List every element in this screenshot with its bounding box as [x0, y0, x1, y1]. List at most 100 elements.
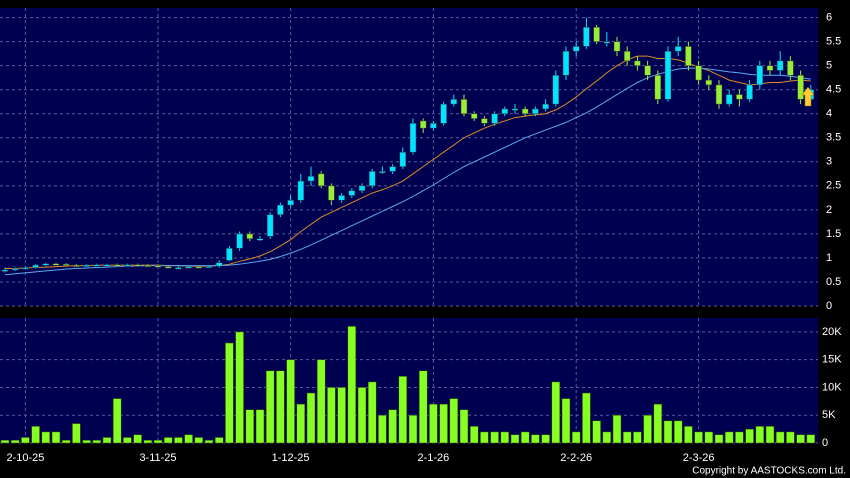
x-tick-label: 1-12-25 — [272, 452, 310, 464]
volume-bar — [316, 359, 326, 444]
volume-bar — [520, 431, 530, 444]
volume-bar — [378, 414, 387, 444]
volume-tick-label: 0 — [822, 437, 828, 449]
candle-body — [746, 84, 753, 100]
candle-body — [368, 171, 376, 187]
candle-body — [175, 267, 182, 270]
candle-body — [379, 171, 386, 174]
volume-bar — [429, 403, 438, 444]
volume-bar — [367, 381, 377, 444]
volume-bar — [184, 434, 193, 444]
volume-bar — [622, 431, 632, 444]
volume-bar — [51, 431, 61, 444]
candle-body — [52, 263, 60, 266]
volume-bar — [123, 437, 132, 444]
candle-body — [572, 46, 580, 52]
candle-body — [195, 266, 203, 269]
volume-bar — [592, 420, 601, 444]
volume-bar — [796, 434, 805, 444]
candle-body — [205, 265, 213, 268]
volume-bar — [439, 403, 448, 444]
candle-body — [297, 180, 305, 201]
volume-bar — [459, 409, 469, 444]
candle-body — [144, 264, 152, 267]
candle-body — [103, 264, 111, 267]
y-tick-label: 1.5 — [826, 228, 841, 240]
candle-body — [511, 108, 519, 111]
volume-bar — [92, 439, 102, 444]
candle-body — [470, 113, 478, 119]
volume-bar — [735, 431, 744, 444]
volume-bar — [194, 437, 204, 444]
x-tick-label: 2-1-26 — [418, 452, 450, 464]
volume-tick-label: 5K — [822, 409, 836, 421]
volume-bar — [296, 403, 306, 444]
candle-body — [756, 65, 764, 86]
volume-bar — [286, 359, 295, 444]
volume-bar — [235, 331, 244, 444]
volume-bar — [204, 439, 214, 444]
volume-bar — [561, 398, 571, 444]
volume-bar — [418, 370, 428, 444]
x-tick-label: 2-3-26 — [683, 452, 715, 464]
candle-body — [501, 108, 509, 114]
volume-bar — [806, 434, 816, 444]
volume-bar — [490, 431, 499, 444]
volume-bar — [388, 409, 397, 444]
volume-bar — [469, 426, 479, 444]
volume-bar — [724, 431, 734, 444]
y-tick-label: 4 — [826, 108, 832, 120]
candle-body — [664, 51, 672, 100]
y-tick-label: 2.5 — [826, 180, 841, 192]
volume-bar — [694, 431, 703, 444]
candle-body — [338, 195, 345, 201]
candle-body — [277, 204, 284, 215]
candle-body — [623, 51, 631, 62]
candle-body — [725, 94, 733, 105]
volume-tick-label: 10K — [822, 381, 842, 393]
volume-bar — [643, 414, 652, 444]
volume-bar — [408, 414, 418, 444]
volume-bar — [745, 428, 754, 444]
candle-body — [603, 41, 611, 44]
volume-bar — [663, 420, 673, 444]
candle-body — [215, 262, 223, 267]
candle-body — [419, 120, 427, 129]
candle-body — [562, 51, 570, 76]
volume-bar — [571, 431, 581, 444]
candle-body — [266, 214, 274, 237]
arrow-icon — [801, 86, 815, 107]
y-tick-label: 0 — [826, 300, 832, 312]
volume-bar — [765, 426, 775, 444]
candle-body — [736, 94, 743, 100]
volume-bar — [347, 326, 357, 444]
volume-bar — [41, 431, 51, 444]
volume-bar — [306, 392, 316, 444]
candle-body — [317, 173, 325, 187]
y-tick-label: 1 — [826, 252, 832, 264]
volume-bar — [163, 437, 173, 444]
y-tick-label: 5.5 — [826, 36, 841, 48]
volume-bar — [398, 376, 408, 444]
candle-body — [674, 46, 682, 52]
volume-bar — [510, 434, 520, 444]
volume-bar — [714, 434, 724, 444]
candle-body — [42, 263, 50, 266]
candle-body — [154, 265, 162, 268]
y-tick-label: 2 — [826, 204, 832, 216]
candle-body — [654, 75, 662, 100]
candle-body — [460, 99, 468, 114]
candle-body — [11, 268, 19, 271]
volume-bar — [174, 437, 183, 444]
volume-bar — [214, 437, 224, 444]
volume-bar — [531, 434, 540, 444]
candle-body — [246, 233, 254, 239]
volume-bar — [10, 439, 20, 444]
candle-body — [593, 26, 600, 42]
volume-bar — [21, 437, 30, 444]
candle-body — [83, 264, 90, 267]
volume-bar — [337, 387, 346, 444]
volume-bar — [102, 437, 112, 444]
candle-body — [185, 266, 192, 269]
copyright: Copyright by AASTOCKS.com Ltd. — [692, 466, 846, 477]
